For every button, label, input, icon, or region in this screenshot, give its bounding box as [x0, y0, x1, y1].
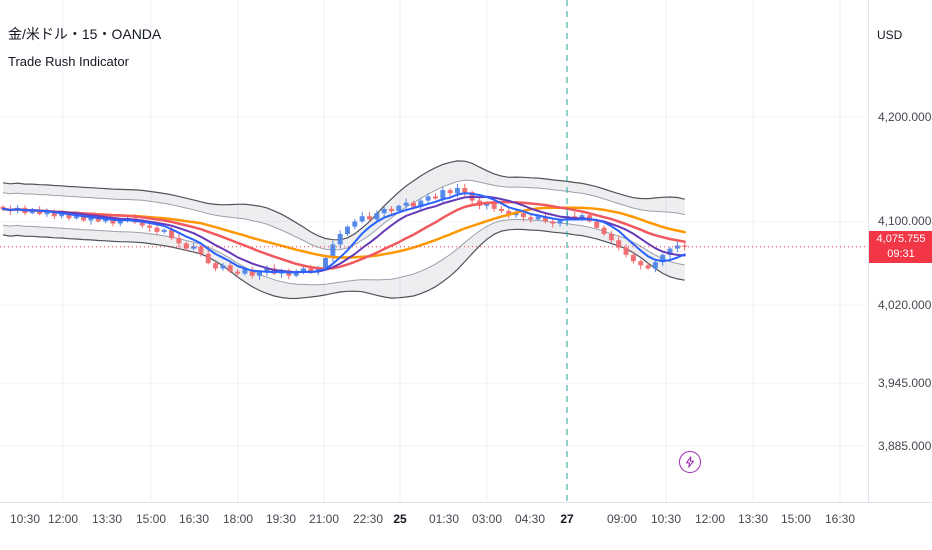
time-axis-label: 12:00 — [47, 512, 79, 526]
ma-line-10 — [2, 195, 686, 274]
time-axis[interactable]: 10:30 12:00 13:30 15:00 16:30 18:00 19:30 21:00… — [0, 502, 932, 550]
current-price-badge: 4,075.755 09:31 — [869, 230, 932, 263]
lightning-signal-button[interactable] — [679, 451, 701, 473]
indicator-bands — [2, 160, 685, 300]
time-axis-label: 15:00 — [135, 512, 167, 526]
time-axis-label: 01:30 — [428, 512, 460, 526]
price-axis-label: 4,020.000 — [878, 298, 932, 312]
time-axis-label: 10:30 — [650, 512, 682, 526]
time-axis-label: 09:00 — [606, 512, 638, 526]
time-axis-label: 10:30 — [9, 512, 41, 526]
price-axis-label: 4,200.000 — [878, 110, 932, 124]
time-axis-label: 13:30 — [91, 512, 123, 526]
grid-lines — [0, 0, 866, 502]
plot-area — [0, 0, 866, 502]
currency-label: USD — [877, 28, 903, 42]
chart-legend: 金/米ドル・15・OANDA Trade Rush Indicator — [8, 24, 161, 71]
symbol-title[interactable]: 金/米ドル・15・OANDA — [8, 26, 162, 42]
time-axis-label: 25 — [393, 512, 407, 526]
time-axis-label: 04:30 — [514, 512, 546, 526]
current-price-time: 09:31 — [887, 247, 915, 260]
time-axis-label: 21:00 — [308, 512, 340, 526]
time-axis-label: 18:00 — [222, 512, 254, 526]
time-axis-label: 16:30 — [824, 512, 856, 526]
lightning-icon — [686, 456, 694, 468]
price-axis-label: 3,885.000 — [878, 439, 932, 453]
time-axis-label: 19:30 — [265, 512, 297, 526]
time-axis-label: 12:00 — [694, 512, 726, 526]
time-axis-label: 15:00 — [780, 512, 812, 526]
indicator-title[interactable]: Trade Rush Indicator — [8, 54, 129, 69]
time-axis-label: 16:30 — [178, 512, 210, 526]
ma-line-18 — [1, 200, 686, 271]
time-axis-label: 22:30 — [352, 512, 384, 526]
price-axis[interactable]: 4,075.755 09:31 4,200.000 4,100.000 4,020.… — [868, 0, 932, 502]
price-axis-label: 3,945.000 — [878, 376, 932, 391]
time-axis-label: 03:00 — [471, 512, 503, 526]
price-axis-label: 4,100.000 — [878, 214, 932, 229]
time-axis-label: 27 — [560, 512, 574, 526]
ma-line-6 — [2, 192, 686, 274]
current-price-value: 4,075.755 — [876, 232, 926, 245]
time-axis-label: 13:30 — [737, 512, 769, 526]
